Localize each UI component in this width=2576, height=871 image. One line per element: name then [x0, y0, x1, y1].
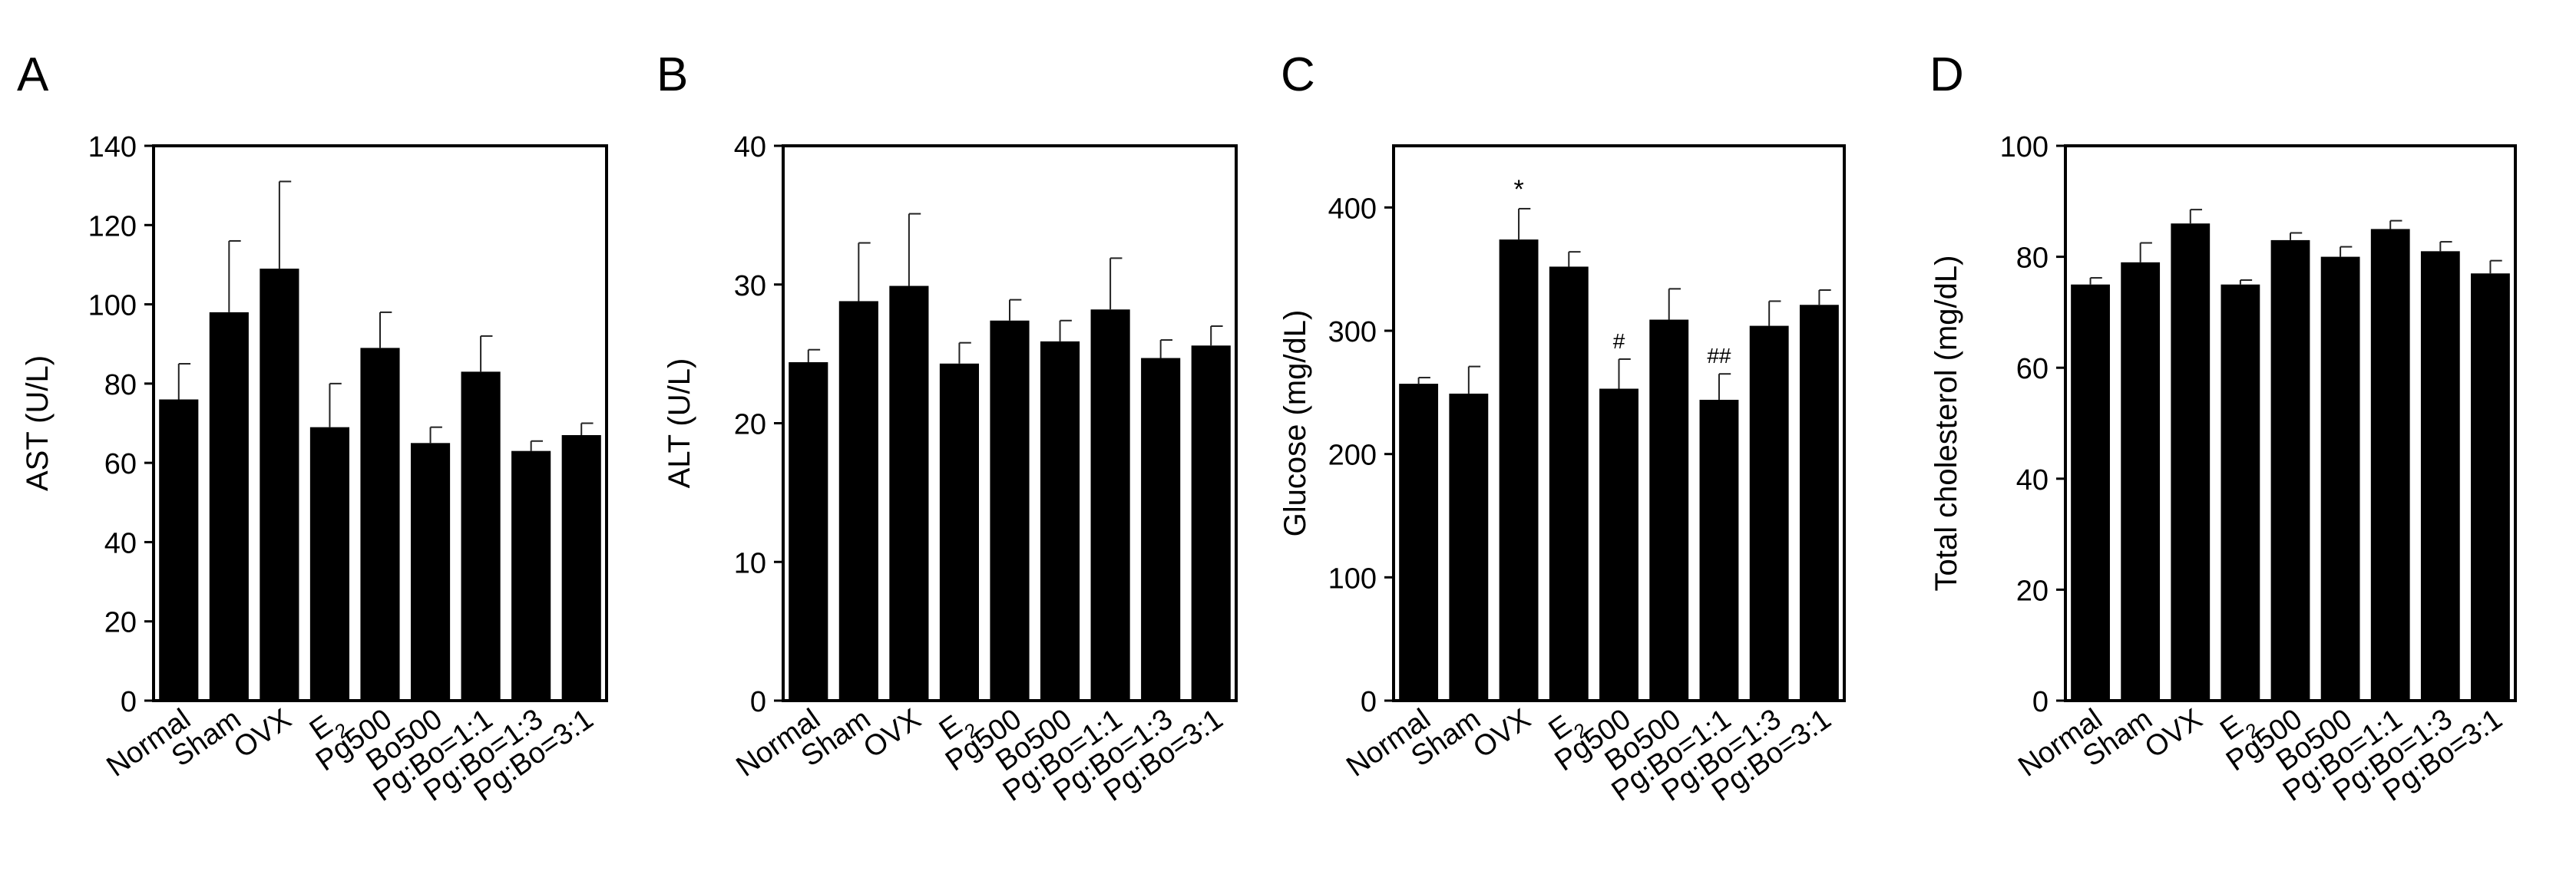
y-tick-label: 20: [2016, 575, 2049, 607]
panel-letter: D: [1930, 48, 1964, 101]
plot-frame: [782, 144, 1238, 702]
y-tick-label: 100: [2000, 131, 2049, 163]
bar: [2370, 229, 2410, 701]
bar: [461, 371, 501, 701]
bar: [410, 443, 451, 701]
bar: [2420, 251, 2460, 701]
y-tick-label: 10: [734, 547, 766, 579]
bar: [889, 285, 929, 701]
bar: [2320, 256, 2360, 701]
panel-letter: A: [17, 48, 49, 101]
bar: [1799, 305, 1839, 701]
bar: [990, 320, 1030, 701]
panel-letter: C: [1281, 48, 1315, 101]
bar: [2121, 262, 2161, 701]
y-tick-label: 0: [750, 686, 766, 718]
y-tick-label: 60: [2016, 353, 2049, 385]
plot-frame: [2064, 144, 2517, 702]
y-tick-label: 40: [2016, 464, 2049, 497]
y-tick-label: 0: [121, 686, 137, 718]
panel-letter: B: [656, 48, 688, 101]
bar: [2221, 284, 2260, 701]
x-tick-label: OVX: [2139, 703, 2208, 764]
significance-mark: ##: [1707, 344, 1731, 368]
y-tick-label: 20: [104, 607, 137, 639]
y-tick-label: 120: [88, 210, 137, 242]
plot-frame: [152, 144, 608, 702]
bar: [2071, 284, 2110, 701]
y-tick-label: 100: [88, 290, 137, 322]
y-tick-label: 0: [2032, 686, 2049, 718]
bar: [2171, 223, 2211, 701]
y-tick-label: 0: [1361, 686, 1377, 718]
y-tick-label: 300: [1328, 316, 1377, 348]
bar: [159, 399, 199, 701]
plot-frame: [1392, 144, 1846, 702]
bar: [1549, 266, 1589, 701]
y-tick-label: 140: [88, 131, 137, 163]
significance-mark: #: [1613, 329, 1625, 353]
y-tick-label: 400: [1328, 193, 1377, 225]
bar: [309, 427, 350, 701]
y-tick-label: 200: [1328, 440, 1377, 472]
bar: [1499, 239, 1539, 701]
y-axis-label: Glucose (mg/dL): [1278, 310, 1312, 537]
bar: [2471, 273, 2510, 701]
y-tick-label: 100: [1328, 563, 1377, 595]
bar: [1191, 345, 1231, 701]
y-axis-label: ALT (U/L): [663, 358, 696, 489]
y-axis-label: AST (U/L): [21, 355, 55, 491]
bar: [789, 361, 828, 701]
bar: [1749, 325, 1789, 701]
bar: [1399, 384, 1439, 701]
y-tick-label: 20: [734, 409, 766, 441]
bar: [1649, 319, 1689, 701]
x-tick-label: OVX: [858, 703, 927, 764]
bar: [939, 363, 980, 701]
bar: [2270, 239, 2310, 701]
bar: [209, 312, 249, 701]
bar: [1040, 341, 1080, 701]
bar: [1141, 358, 1181, 701]
bar: [260, 269, 299, 701]
bar: [1449, 393, 1489, 701]
bar: [1699, 399, 1739, 701]
y-tick-label: 80: [2016, 242, 2049, 275]
bar: [360, 348, 400, 701]
bar: [511, 450, 551, 701]
y-tick-label: 30: [734, 270, 766, 302]
x-tick-label: OVX: [228, 703, 297, 764]
y-tick-label: 80: [104, 369, 137, 401]
significance-mark: *: [1513, 175, 1523, 204]
y-tick-label: 40: [734, 131, 766, 163]
y-tick-label: 40: [104, 527, 137, 559]
bar: [561, 434, 601, 701]
y-tick-label: 60: [104, 448, 137, 480]
y-axis-label: Total cholesterol (mg/dL): [1930, 256, 1963, 592]
x-tick-label: OVX: [1467, 703, 1536, 764]
bar: [838, 301, 878, 701]
bar: [1599, 388, 1639, 701]
bar: [1090, 309, 1130, 701]
